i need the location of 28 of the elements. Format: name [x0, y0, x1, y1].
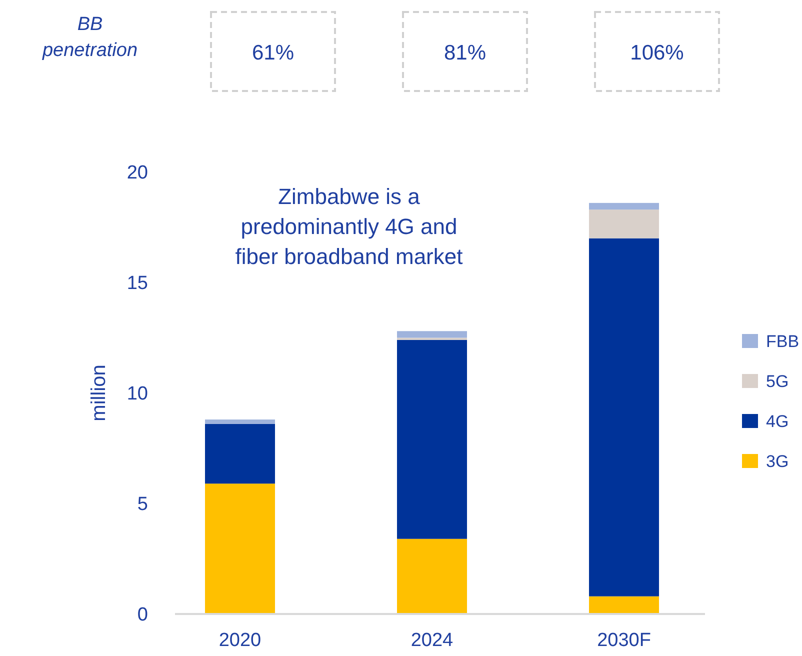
text: 61%	[252, 41, 294, 64]
text: 106%	[630, 41, 684, 64]
text: 81%	[444, 41, 486, 64]
bar	[205, 424, 275, 484]
y-tick-label: 10	[126, 384, 148, 405]
legend-label: 4G	[766, 412, 789, 431]
annotation: Zimbabwe is a predominantly 4G and fiber broadband market	[235, 184, 463, 269]
bar	[205, 484, 275, 614]
bar	[205, 420, 275, 424]
y-tick-label: 0	[137, 604, 148, 626]
bar	[397, 331, 467, 338]
y-tick-label: 20	[126, 162, 148, 184]
bar	[589, 238, 659, 596]
legend-label: FBB	[766, 332, 800, 351]
x-tick-label: 2030F	[597, 630, 651, 651]
text: BB penetration	[41, 14, 138, 61]
bar	[397, 340, 467, 539]
x-tick-label: 2024	[410, 630, 454, 651]
x-tick-label: 2020	[218, 630, 262, 651]
y-axis-title: million	[88, 364, 110, 422]
y-tick-label: 5	[137, 494, 148, 516]
legend-label: 3G	[766, 452, 789, 471]
bar	[397, 538, 467, 614]
legend-label: 5G	[766, 372, 789, 391]
bar	[589, 596, 659, 614]
y-tick-label: 15	[126, 273, 148, 294]
bar	[589, 202, 659, 210]
bar	[589, 210, 659, 238]
